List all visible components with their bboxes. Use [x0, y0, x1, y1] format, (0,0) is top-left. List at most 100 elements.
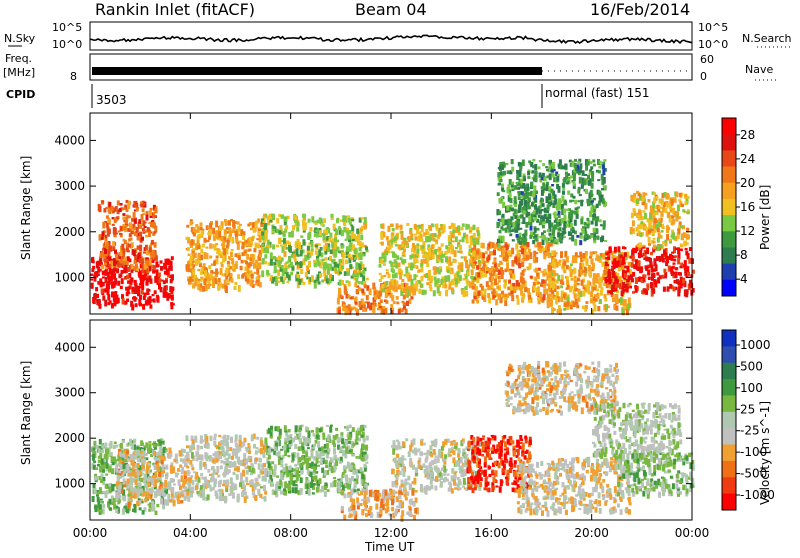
- range-cell: [511, 159, 514, 164]
- range-cell: [351, 231, 354, 234]
- range-cell: [567, 294, 570, 296]
- range-cell: [462, 237, 465, 243]
- range-cell: [134, 260, 137, 264]
- range-cell: [386, 269, 389, 271]
- range-cell: [291, 231, 294, 238]
- range-cell: [580, 219, 583, 225]
- range-cell: [527, 176, 530, 179]
- range-cell: [497, 239, 500, 243]
- range-cell: [653, 238, 656, 240]
- range-cell: [189, 447, 192, 452]
- range-cell: [318, 243, 321, 245]
- range-cell: [563, 294, 566, 298]
- range-cell: [403, 248, 406, 252]
- range-cell: [128, 473, 131, 476]
- range-cell: [222, 274, 225, 277]
- range-cell: [187, 454, 190, 459]
- range-cell: [676, 279, 679, 284]
- range-cell: [630, 196, 633, 202]
- range-cell: [212, 228, 215, 234]
- range-cell: [178, 479, 181, 485]
- range-cell: [453, 223, 456, 229]
- range-cell: [207, 286, 210, 289]
- range-cell: [519, 215, 522, 218]
- range-cell: [570, 304, 573, 309]
- range-cell: [133, 250, 136, 256]
- range-cell: [622, 282, 625, 288]
- range-cell: [689, 247, 692, 251]
- range-cell: [538, 248, 541, 252]
- range-cell: [141, 456, 144, 458]
- range-cell: [527, 242, 530, 247]
- range-cell: [570, 263, 573, 266]
- range-cell: [253, 444, 256, 449]
- range-cell: [144, 475, 147, 481]
- range-cell: [522, 160, 525, 166]
- range-cell: [534, 245, 537, 248]
- range-cell: [418, 269, 421, 272]
- range-cell: [566, 224, 569, 228]
- range-cell: [498, 280, 501, 283]
- range-cell: [631, 213, 634, 219]
- range-cell: [405, 290, 408, 294]
- range-cell: [415, 281, 418, 287]
- range-cell: [192, 444, 195, 447]
- range-cell: [659, 275, 662, 279]
- range-cell: [528, 197, 531, 202]
- range-cell: [112, 485, 115, 491]
- range-cell: [283, 244, 286, 250]
- range-cell: [145, 469, 148, 473]
- range-cell: [149, 276, 152, 282]
- range-cell: [330, 214, 333, 218]
- range-cell: [109, 487, 112, 490]
- range-cell: [285, 268, 288, 273]
- range-cell: [608, 247, 611, 253]
- range-cell: [538, 268, 541, 271]
- range-cell: [139, 507, 142, 510]
- range-cell: [574, 211, 577, 215]
- range-cell: [217, 475, 220, 478]
- range-cell: [149, 247, 152, 252]
- range-cell: [615, 305, 618, 310]
- range-cell: [563, 270, 566, 273]
- range-cell: [278, 281, 281, 283]
- range-cell: [485, 251, 488, 254]
- date-label: 16/Feb/2014: [590, 0, 690, 19]
- range-cell: [648, 277, 651, 281]
- range-cell: [350, 225, 353, 227]
- range-cell: [398, 244, 401, 249]
- range-cell: [300, 235, 303, 238]
- range-cell: [379, 273, 382, 275]
- range-cell: [612, 261, 615, 264]
- range-cell: [226, 463, 229, 465]
- range-cell: [448, 287, 451, 289]
- range-cell: [258, 463, 261, 469]
- range-cell: [551, 290, 554, 294]
- range-cell: [206, 455, 209, 461]
- range-cell: [554, 224, 557, 227]
- range-cell: [126, 509, 129, 514]
- range-cell: [329, 274, 332, 279]
- range-cell: [588, 265, 591, 271]
- range-cell: [650, 282, 653, 288]
- range-cell: [511, 248, 514, 255]
- range-cell: [674, 255, 677, 257]
- range-cell: [210, 273, 213, 278]
- range-cell: [253, 248, 256, 252]
- range-cell: [246, 267, 249, 272]
- range-cell: [318, 281, 321, 284]
- range-cell: [164, 480, 167, 487]
- range-cell: [667, 212, 670, 218]
- range-cell: [505, 244, 508, 248]
- range-cell: [382, 253, 385, 259]
- range-cell: [120, 286, 123, 289]
- range-cell: [160, 498, 163, 504]
- range-cell: [109, 507, 112, 510]
- range-cell: [409, 255, 412, 260]
- range-cell: [634, 265, 637, 268]
- range-cell: [91, 274, 94, 277]
- range-cell: [599, 277, 602, 283]
- range-cell: [542, 163, 545, 166]
- range-cell: [224, 229, 227, 234]
